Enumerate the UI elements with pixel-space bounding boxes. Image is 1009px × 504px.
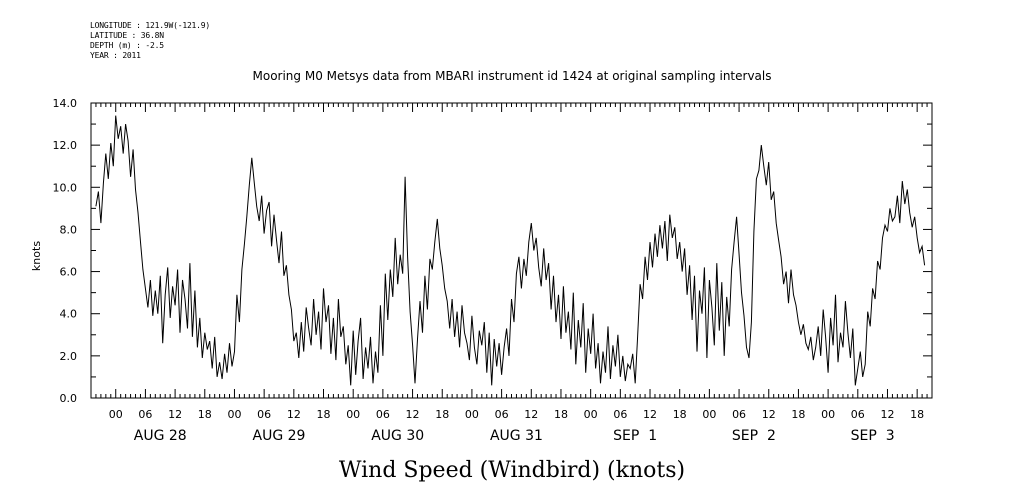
- y-axis-label: knots: [30, 241, 43, 271]
- x-hour-label: 12: [524, 408, 538, 421]
- x-hour-label: 06: [613, 408, 627, 421]
- x-date-label: AUG 28: [134, 428, 187, 444]
- y-tick-label: 10.0: [53, 181, 78, 194]
- x-hour-label: 18: [317, 408, 331, 421]
- x-date-label: SEP 1: [613, 428, 657, 444]
- x-hour-label: 06: [138, 408, 152, 421]
- x-axis-title: Wind Speed (Windbird) (knots): [339, 458, 685, 483]
- latitude-label: LATITUDE : 36.8N: [90, 31, 164, 40]
- x-hour-label: 00: [465, 408, 479, 421]
- x-hour-label: 18: [198, 408, 212, 421]
- y-tick-label: 12.0: [53, 139, 78, 152]
- y-tick-label: 14.0: [53, 97, 78, 110]
- x-hour-label: 12: [406, 408, 420, 421]
- plot-axes: 0.0 2.0 4.0 6.0 8.0 10.0 12.0 14.0 00 06 12 18 00 06 1…: [53, 97, 933, 444]
- y-tick-label: 4.0: [60, 308, 78, 321]
- series-layer: [95, 115, 926, 386]
- x-hour-label: 00: [227, 408, 241, 421]
- x-hour-label: 18: [435, 408, 449, 421]
- x-hour-label: 06: [257, 408, 271, 421]
- x-hour-label: 18: [673, 408, 687, 421]
- x-hour-label: 06: [851, 408, 865, 421]
- x-hour-label: 18: [791, 408, 805, 421]
- x-hour-label: 12: [643, 408, 657, 421]
- x-hour-label: 12: [287, 408, 301, 421]
- x-hour-label: 00: [346, 408, 360, 421]
- y-tick-label: 0.0: [60, 392, 78, 405]
- y-tick-label: 2.0: [60, 350, 78, 363]
- y-tick-label: 8.0: [60, 223, 78, 236]
- x-hour-label: 12: [168, 408, 182, 421]
- chart-title: Mooring M0 Metsys data from MBARI instru…: [253, 69, 772, 83]
- x-hour-label: 12: [880, 408, 894, 421]
- x-hour-label: 00: [821, 408, 835, 421]
- x-hour-label: 06: [495, 408, 509, 421]
- x-date-label: SEP 2: [732, 428, 776, 444]
- x-date-label: AUG 31: [490, 428, 543, 444]
- x-hour-label: 00: [702, 408, 716, 421]
- x-hour-label: 00: [109, 408, 123, 421]
- year-label: YEAR : 2011: [90, 51, 141, 60]
- x-hour-label: 00: [584, 408, 598, 421]
- x-hour-label: 18: [554, 408, 568, 421]
- longitude-label: LONGITUDE : 121.9W(-121.9): [90, 21, 211, 30]
- series-line-wind-speed: [95, 115, 926, 386]
- x-date-label: SEP 3: [851, 428, 895, 444]
- depth-label: DEPTH (m) : -2.5: [90, 41, 164, 50]
- x-hour-label: 12: [762, 408, 776, 421]
- plot-frame: [90, 102, 933, 399]
- location-metadata: LONGITUDE : 121.9W(-121.9) LATITUDE : 36…: [90, 21, 210, 61]
- y-tick-label: 6.0: [60, 266, 78, 279]
- x-hour-label: 18: [910, 408, 924, 421]
- x-hour-label: 06: [732, 408, 746, 421]
- x-date-label: AUG 29: [253, 428, 306, 444]
- x-hour-label: 06: [376, 408, 390, 421]
- x-date-label: AUG 30: [371, 428, 424, 444]
